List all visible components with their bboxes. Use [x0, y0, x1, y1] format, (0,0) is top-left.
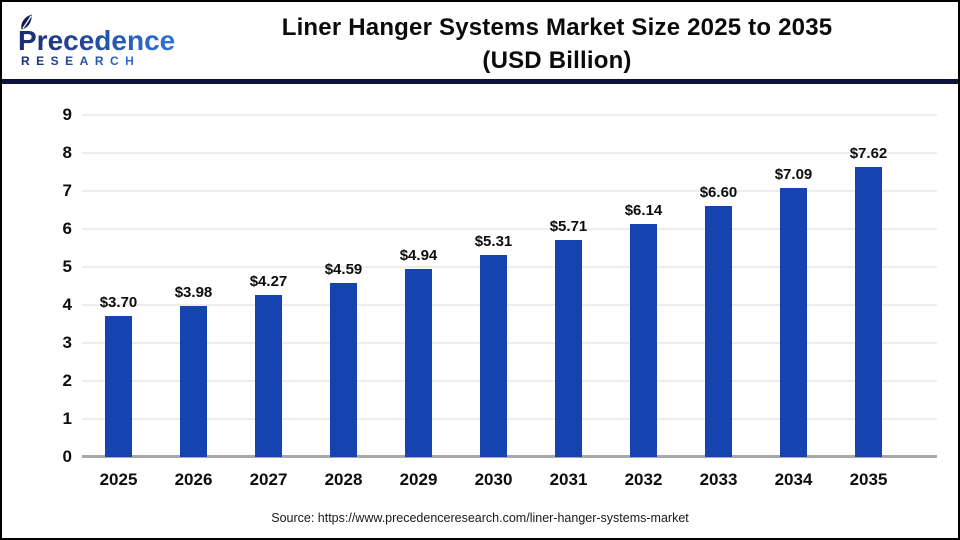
- bar-2027: [255, 294, 282, 457]
- bar-2029: [405, 269, 432, 457]
- gridline: [82, 114, 937, 116]
- source-text: Source: https://www.precedenceresearch.c…: [271, 511, 689, 525]
- x-tick-label-2025: 2025: [99, 470, 138, 489]
- bar-2030: [480, 255, 507, 457]
- leaf-icon: [21, 14, 32, 30]
- value-label-2030: $5.31: [474, 233, 513, 251]
- bar-2026: [180, 305, 207, 457]
- header-divider: [2, 79, 958, 84]
- value-label-2028: $4.59: [324, 260, 363, 278]
- value-label-2025: $3.70: [99, 294, 138, 312]
- value-label-2034: $7.09: [774, 165, 813, 183]
- bar-2033: [705, 206, 732, 457]
- y-tick-label: 1: [62, 409, 72, 428]
- bar-2028: [330, 282, 357, 457]
- value-label-2032: $6.14: [624, 201, 663, 219]
- plot-area: $3.70 2025 $3.98 2026 $4.27 2027 $4.59 2028 $4.9…: [82, 114, 937, 489]
- y-tick-label: 6: [62, 219, 72, 238]
- value-label-2033: $6.60: [699, 184, 738, 202]
- gridline: [82, 228, 937, 230]
- y-tick-label: 8: [62, 143, 72, 162]
- logo-wordmark: Precedence: [18, 25, 175, 56]
- y-tick-label: 2: [62, 371, 72, 390]
- x-tick-label-2029: 2029: [399, 470, 438, 489]
- value-label-2029: $4.94: [399, 247, 438, 265]
- chart-title-line2: (USD Billion): [482, 47, 632, 74]
- gridline: [82, 380, 937, 382]
- gridline: [82, 152, 937, 154]
- y-tick-label: 9: [62, 105, 72, 124]
- y-tick-label: 3: [62, 333, 72, 352]
- x-tick-label-2028: 2028: [324, 470, 363, 489]
- x-tick-label-2034: 2034: [774, 470, 813, 489]
- bar-2035: [855, 167, 882, 457]
- bar-2034: [780, 187, 807, 457]
- value-label-2026: $3.98: [174, 283, 213, 301]
- x-tick-label-2035: 2035: [849, 470, 888, 489]
- x-tick-label-2032: 2032: [624, 470, 663, 489]
- x-tick-label-2030: 2030: [474, 470, 513, 489]
- x-tick-label-2033: 2033: [699, 470, 738, 489]
- bar-2025: [105, 316, 132, 457]
- chart-title: Liner Hanger Systems Market Size 2025 to…: [162, 11, 952, 77]
- y-tick-label: 5: [62, 257, 72, 276]
- bar-2032: [630, 223, 657, 457]
- chart-title-line1: Liner Hanger Systems Market Size 2025 to…: [281, 14, 833, 41]
- gridline: [82, 190, 937, 192]
- y-tick-label: 0: [62, 447, 72, 466]
- x-tick-label-2031: 2031: [549, 470, 588, 489]
- value-label-2035: $7.62: [849, 145, 888, 163]
- gridline: [82, 418, 937, 420]
- precedence-logo-svg: Precedence RESEARCH: [18, 14, 175, 68]
- logo-subtext: RESEARCH: [21, 54, 140, 68]
- x-tick-label-2027: 2027: [249, 470, 288, 489]
- x-tick-label-2026: 2026: [174, 470, 213, 489]
- gridline: [82, 342, 937, 344]
- x-axis-baseline: [82, 455, 937, 458]
- y-tick-label: 7: [62, 181, 72, 200]
- y-tick-label: 4: [62, 295, 72, 314]
- bar-2031: [555, 240, 582, 457]
- gridline: [82, 304, 937, 306]
- y-axis: 0 1 2 3 4 5 6 7 8 9: [38, 105, 72, 466]
- value-label-2031: $5.71: [549, 218, 588, 236]
- precedence-logo: Precedence RESEARCH: [18, 13, 186, 74]
- gridline: [82, 266, 937, 268]
- value-label-2027: $4.27: [249, 272, 288, 290]
